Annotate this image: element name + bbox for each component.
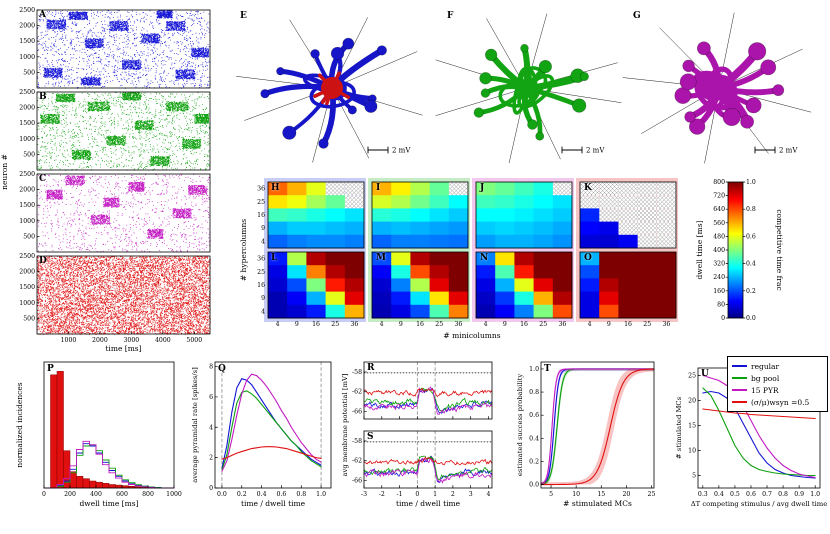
legend-label-15-pyr: 15 PYR [751,385,779,395]
legend-item-15-pyr: 15 PYR [732,384,823,396]
panel-M: M [372,252,468,318]
legend-label-bg-pool: bg pool [751,373,780,383]
legend-item-regular: regular [732,360,823,372]
panel-colorbar [700,180,812,326]
panel-I: I [372,182,468,248]
legend-swatch-15-pyr [732,389,747,391]
panel-J: J [476,182,572,248]
panel-D-letter: D [39,256,47,266]
legend-swatch-sigma-mu [732,401,747,403]
panel-G: G [630,8,820,168]
panel-N: N [476,252,572,318]
panel-L-letter: L [271,253,278,263]
panel-C-letter: C [39,174,47,184]
panel-P: P [44,362,174,488]
panel-L: L [268,252,364,318]
legend-label-sigma-mu: (σ/μ)wsyn =0.5 [751,397,810,407]
legend-label-regular: regular [751,361,780,371]
panel-J-letter: J [480,183,485,193]
panel-T-letter: T [544,364,551,374]
panel-I-letter: I [376,183,381,193]
legend-swatch-regular [732,365,747,367]
panel-A-letter: A [39,10,46,20]
panel-U-letter: U [701,369,709,379]
panel-K: K [580,182,676,248]
panel-K-letter: K [584,183,592,193]
panel-M-letter: M [376,253,386,263]
panel-D: D [37,256,210,334]
legend: regular bg pool 15 PYR (σ/μ)wsyn =0.5 [727,356,828,412]
panel-N-letter: N [480,253,489,263]
panel-R-letter: R [367,363,375,373]
panel-H: H [268,182,364,248]
legend-item-sigma-mu: (σ/μ)wsyn =0.5 [732,396,823,408]
panel-Q: Q [215,362,331,488]
panel-A: A [37,10,210,88]
panel-E-letter: E [240,11,247,21]
legend-swatch-bg-pool [732,377,747,379]
legend-item-bg-pool: bg pool [732,372,823,384]
panel-Q-letter: Q [218,364,226,374]
panel-O: O [580,252,676,318]
panel-F: F [444,8,612,168]
panel-B-letter: B [39,92,47,102]
panel-R: R [364,362,492,419]
panel-T: T [541,362,654,488]
panel-P-letter: P [47,364,54,374]
panel-S-letter: S [367,432,374,442]
panel-O-letter: O [584,253,592,263]
panel-U: U [698,368,820,488]
panel-C: C [37,174,210,252]
panel-B: B [37,92,210,170]
panel-E: E [237,8,429,168]
panel-S: S [364,431,492,488]
panel-F-letter: F [447,11,454,21]
panel-G-letter: G [633,11,641,21]
panel-H-letter: H [271,183,280,193]
